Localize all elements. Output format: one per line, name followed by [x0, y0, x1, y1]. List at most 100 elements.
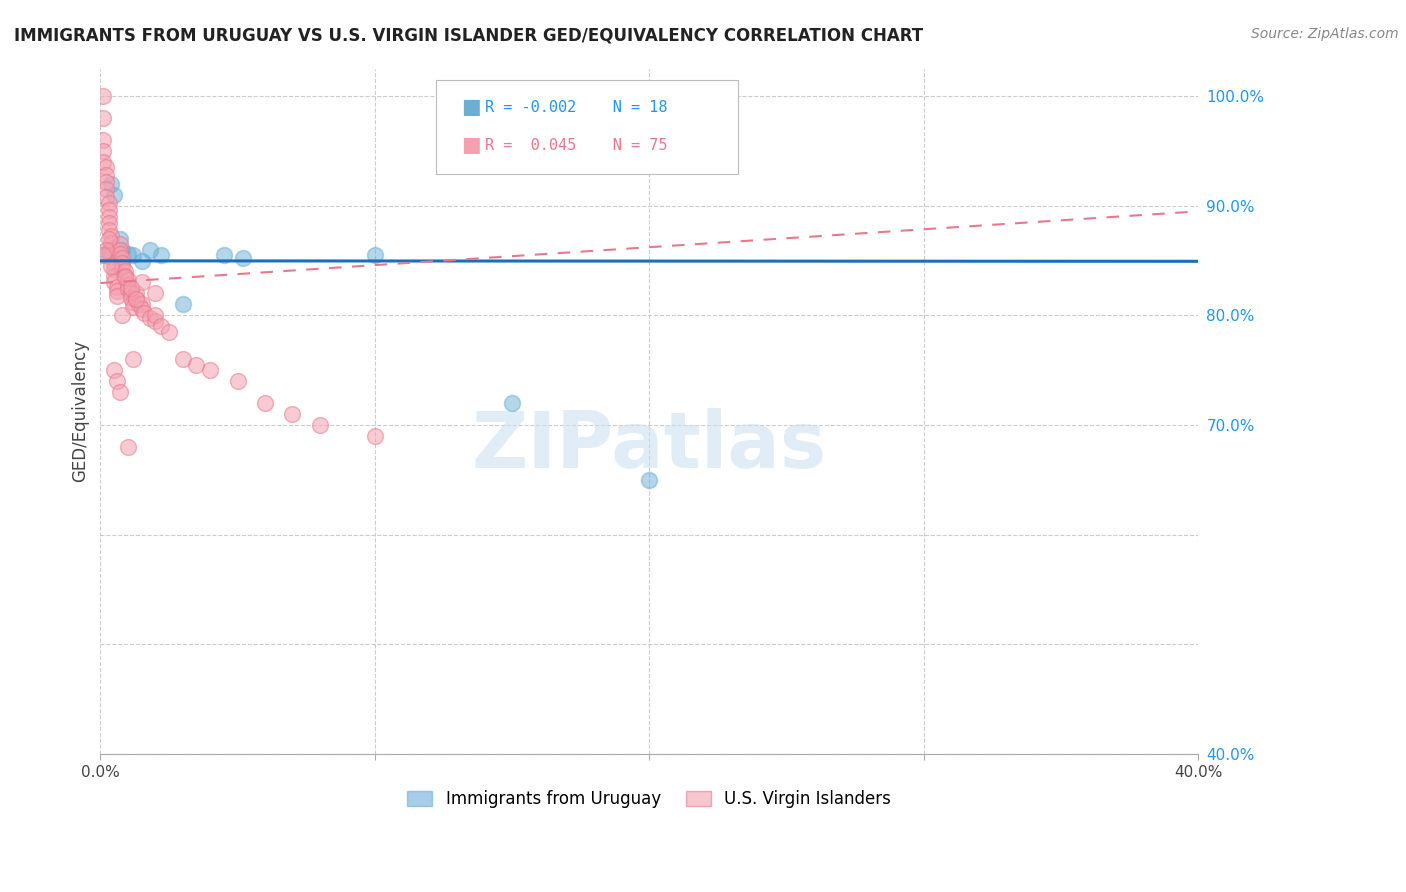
Point: [364, 248, 387, 262]
Point: [94, 174, 117, 188]
Point: [212, 248, 235, 262]
Point: [97, 231, 120, 245]
Point: [103, 187, 125, 202]
Point: [111, 256, 134, 270]
Point: [131, 253, 153, 268]
Point: [94, 168, 117, 182]
Legend: Immigrants from Uruguay, U.S. Virgin Islanders: Immigrants from Uruguay, U.S. Virgin Isl…: [401, 783, 898, 814]
Point: [120, 286, 142, 301]
Point: [128, 297, 150, 311]
Point: [105, 374, 128, 388]
Point: [108, 247, 131, 261]
Point: [105, 280, 128, 294]
Text: Source: ZipAtlas.com: Source: ZipAtlas.com: [1251, 27, 1399, 41]
Point: [120, 291, 142, 305]
Point: [97, 210, 120, 224]
Point: [103, 276, 125, 290]
Text: R = -0.002    N = 18: R = -0.002 N = 18: [485, 100, 668, 114]
Point: [117, 247, 139, 261]
Point: [100, 229, 122, 244]
Point: [94, 248, 117, 262]
Point: [94, 190, 117, 204]
Point: [100, 259, 122, 273]
Point: [149, 248, 172, 262]
Point: [186, 358, 208, 372]
Point: [125, 292, 148, 306]
Point: [198, 363, 221, 377]
Point: [131, 276, 153, 290]
Point: [232, 252, 254, 266]
Point: [120, 281, 142, 295]
Point: [94, 161, 117, 175]
Text: ZIPatlas: ZIPatlas: [472, 408, 827, 483]
Point: [97, 216, 120, 230]
Point: [108, 237, 131, 252]
Point: [114, 264, 136, 278]
Point: [309, 418, 332, 433]
Point: [103, 268, 125, 283]
Point: [100, 235, 122, 250]
Point: [157, 325, 180, 339]
Point: [226, 374, 249, 388]
Point: [117, 277, 139, 292]
Point: [94, 243, 117, 257]
Point: [281, 407, 304, 421]
Point: [172, 297, 194, 311]
Point: [91, 144, 114, 158]
Point: [105, 288, 128, 302]
Text: ■: ■: [461, 97, 481, 117]
Point: [114, 270, 136, 285]
Point: [134, 306, 156, 320]
Point: [149, 319, 172, 334]
Point: [125, 286, 148, 301]
Point: [501, 396, 523, 410]
Point: [100, 177, 122, 191]
Point: [139, 310, 162, 325]
Point: [638, 473, 661, 487]
Point: [91, 248, 114, 262]
Point: [117, 440, 139, 454]
Point: [364, 429, 387, 443]
Point: [139, 243, 162, 257]
Point: [143, 286, 166, 301]
Point: [143, 314, 166, 328]
Point: [108, 231, 131, 245]
Point: [122, 248, 145, 262]
Point: [117, 282, 139, 296]
Point: [105, 284, 128, 298]
Point: [94, 182, 117, 196]
Point: [111, 243, 134, 257]
Point: [100, 243, 122, 257]
Point: [97, 243, 120, 257]
Text: ■: ■: [461, 136, 481, 155]
Point: [125, 292, 148, 306]
Point: [97, 196, 120, 211]
Point: [122, 352, 145, 367]
Point: [103, 363, 125, 377]
Point: [91, 154, 114, 169]
Y-axis label: GED/Equivalency: GED/Equivalency: [72, 341, 89, 483]
Point: [253, 396, 276, 410]
Point: [108, 243, 131, 257]
Point: [100, 249, 122, 263]
Point: [131, 301, 153, 316]
Point: [103, 262, 125, 277]
Point: [91, 133, 114, 147]
Text: IMMIGRANTS FROM URUGUAY VS U.S. VIRGIN ISLANDER GED/EQUIVALENCY CORRELATION CHAR: IMMIGRANTS FROM URUGUAY VS U.S. VIRGIN I…: [14, 27, 924, 45]
Point: [111, 260, 134, 274]
Point: [172, 352, 194, 367]
Point: [103, 256, 125, 270]
Point: [122, 300, 145, 314]
Point: [122, 295, 145, 310]
Point: [143, 309, 166, 323]
Point: [114, 268, 136, 283]
Text: R =  0.045    N = 75: R = 0.045 N = 75: [485, 138, 668, 153]
Point: [111, 309, 134, 323]
Point: [108, 385, 131, 400]
Point: [111, 252, 134, 266]
Point: [131, 297, 153, 311]
Point: [97, 202, 120, 217]
Point: [91, 111, 114, 125]
Point: [97, 223, 120, 237]
Point: [91, 89, 114, 103]
